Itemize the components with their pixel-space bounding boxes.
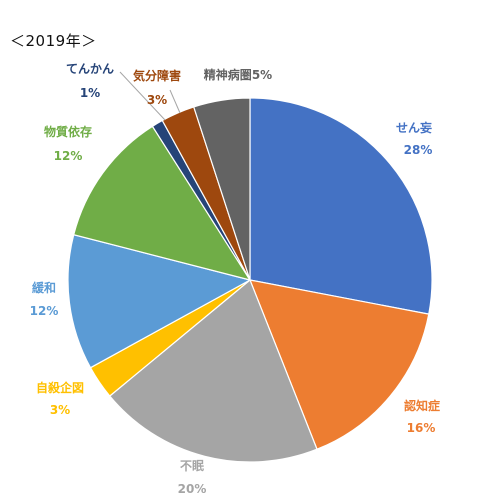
pie-slice-8	[193, 97, 251, 281]
slice-name-5: 物質依存	[44, 124, 92, 139]
slice-pct-8: 5%	[252, 68, 272, 82]
slice-name-1: 認知症	[404, 398, 440, 413]
slice-name-0: せん妄	[396, 120, 432, 135]
slice-name-2: 不眠	[180, 459, 204, 473]
pie-slice-5	[72, 125, 252, 281]
leader-line-6	[119, 71, 166, 121]
slice-name-3: 自殺企図	[36, 380, 84, 395]
pie-slice-2	[108, 279, 318, 463]
slice-pct-0: 28%	[404, 143, 433, 157]
pie-slice-4	[67, 234, 252, 369]
pie-slice-1	[249, 279, 430, 450]
slice-label-8: 精神病圏5%	[204, 67, 272, 82]
leader-line-7	[169, 89, 181, 114]
slice-name-6: てんかん	[66, 62, 114, 76]
slice-pct-5: 12%	[54, 149, 83, 163]
chart-title: ＜2019年＞	[10, 32, 97, 50]
slice-name-7: 気分障害	[133, 68, 181, 83]
slice-pct-1: 16%	[407, 421, 436, 435]
slice-pct-6: 1%	[80, 86, 100, 100]
slice-pct-2: 20%	[178, 482, 207, 496]
slice-pct-4: 12%	[30, 304, 59, 318]
slice-name-8: 精神病圏	[204, 67, 252, 82]
pie-slice-0	[249, 97, 433, 315]
slice-pct-7: 3%	[147, 93, 167, 107]
slice-name-4: 緩和	[32, 280, 56, 295]
slice-pct-3: 3%	[50, 403, 70, 417]
